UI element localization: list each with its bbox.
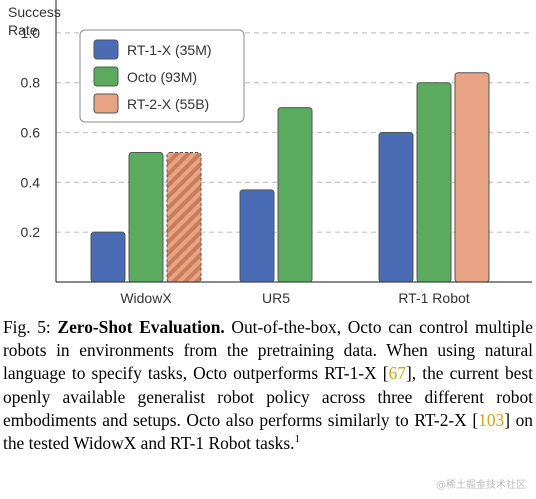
y-tick-label: 0.8 [21, 75, 41, 91]
axes: 0.2 0.4 0.6 0.8 1.0 Success Rate WidowX UR5 RT-1 … [8, 0, 532, 306]
bar-chart: 0.2 0.4 0.6 0.8 1.0 Success Rate WidowX UR5 RT-1 … [8, 0, 532, 306]
watermark: @稀土掘金技术社区 [436, 480, 526, 491]
footnote-mark: 1 [294, 433, 300, 446]
citation-link-1[interactable]: 67 [388, 363, 406, 384]
bars [90, 72, 490, 283]
figure-label: Fig. 5: [3, 317, 58, 337]
bar [128, 151, 164, 283]
caption-text-1: Out-of-the-box, Octo can control multipl… [3, 317, 533, 384]
citation-link-2[interactable]: 103 [478, 409, 505, 430]
y-tick-label: 0.2 [21, 224, 41, 240]
y-axis-label: Success [8, 4, 61, 20]
legend-label: Octo (93M) [127, 69, 197, 85]
bar [454, 72, 490, 283]
y-tick-label: 0.4 [21, 174, 41, 190]
y-tick-label: 0.6 [21, 125, 41, 141]
caption-text-2: ], the current best openly available gen… [3, 363, 534, 430]
bar [277, 107, 313, 283]
x-tick-label: UR5 [262, 290, 290, 306]
x-tick-label: RT-1 Robot [398, 290, 469, 306]
caption-text-3: ] on the tested WidowX and RT-1 Robot ta… [3, 409, 533, 454]
legend-swatch [93, 66, 119, 87]
caption-title: Zero-Shot Evaluation. [57, 317, 225, 337]
legend-swatch [93, 93, 119, 114]
legend-label: RT-1-X (35M) [127, 42, 212, 58]
legend: RT-1-X (35M) Octo (93M) RT-2-X (55B) [79, 29, 245, 123]
x-tick-label: WidowX [120, 290, 172, 306]
bar [378, 132, 414, 283]
bar [90, 231, 126, 283]
figure-caption: Fig. 5: Zero-Shot Evaluation. Out-of-the… [3, 316, 533, 455]
bar [166, 151, 202, 283]
legend-swatch [93, 39, 119, 60]
y-axis-label-line2: Rate [8, 22, 38, 38]
y-tick-label: 1.0 [21, 25, 41, 41]
legend-label: RT-2-X (55B) [127, 96, 209, 112]
bar [239, 189, 275, 283]
bar [416, 82, 452, 283]
legend-box [79, 29, 245, 123]
